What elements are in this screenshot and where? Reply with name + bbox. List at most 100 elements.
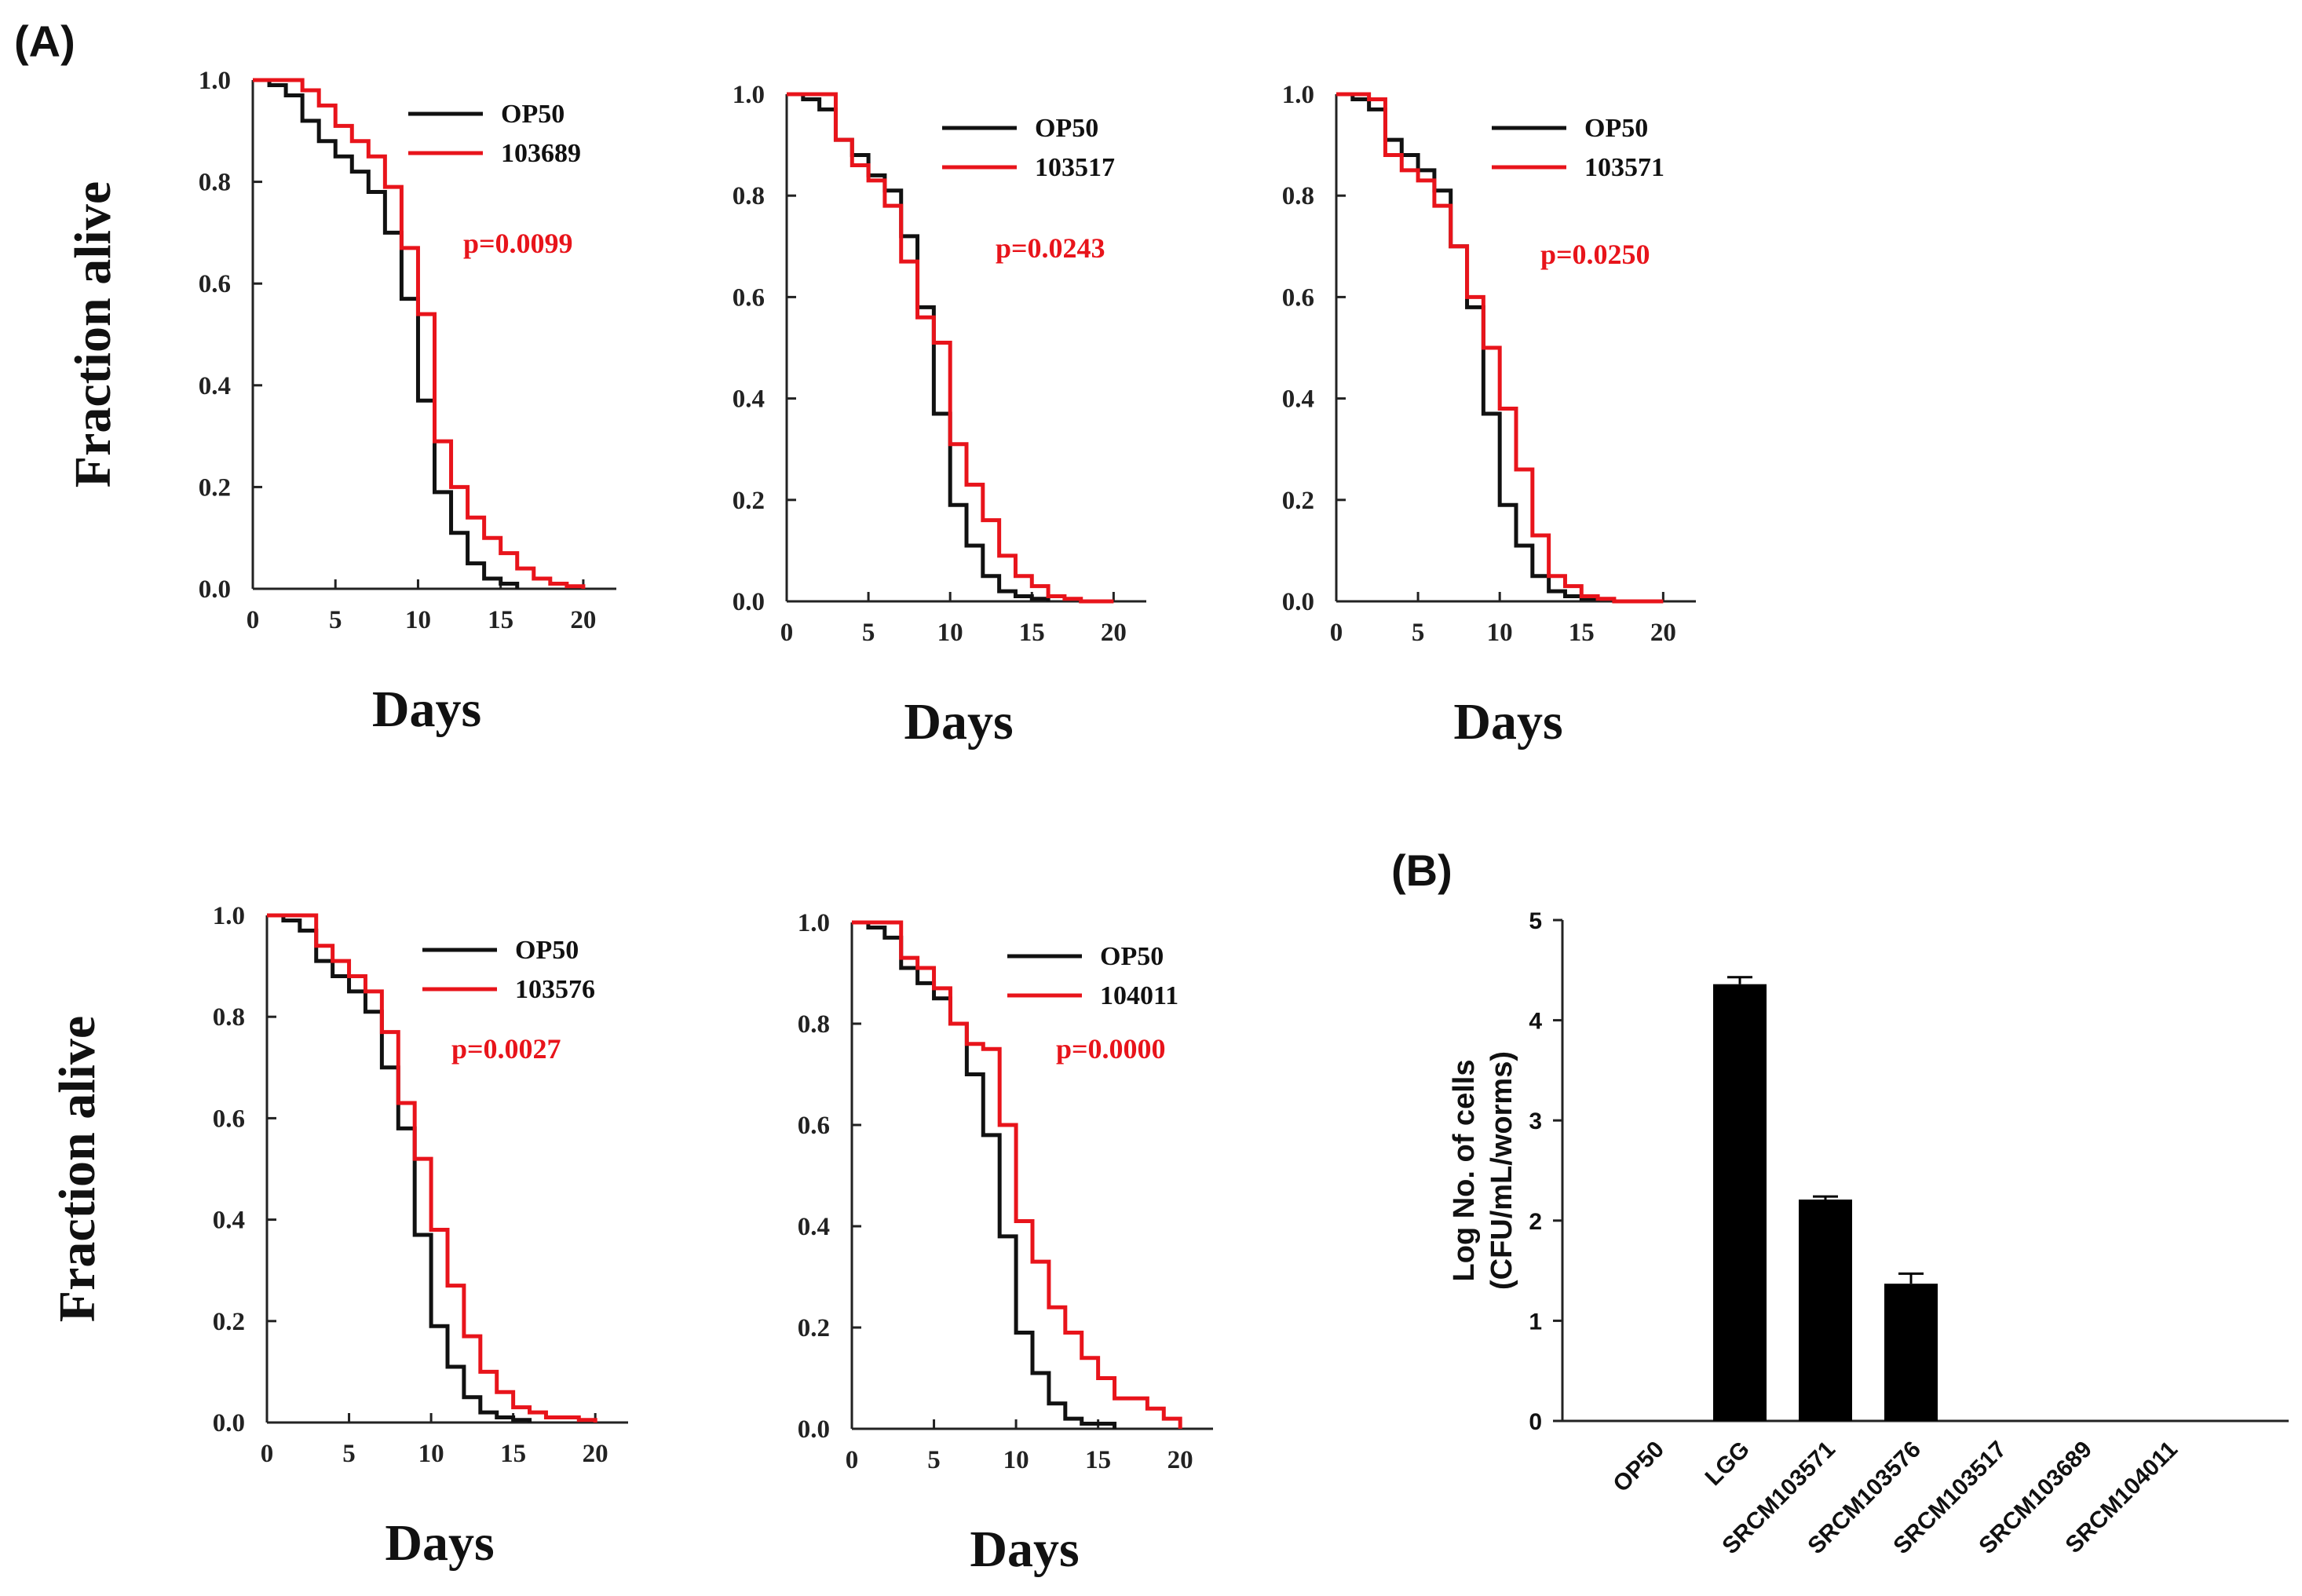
y-tick-label: 0.4 — [733, 385, 765, 414]
survival-chart-103689: 0.0 0.2 0.4 0.6 0.8 1.0 0 5 10 15 20 Days Fraction a… — [64, 67, 616, 738]
y-tick-label: 0.2 — [798, 1314, 830, 1342]
legend-label: 103571 — [1584, 153, 1664, 182]
y-tick-label: 0.0 — [199, 575, 231, 604]
p-value-annotation: p=0.0099 — [463, 228, 573, 259]
p-value-annotation: p=0.0243 — [996, 232, 1105, 264]
y-tick-label: 0.0 — [733, 588, 765, 616]
y-tick-label: 0.8 — [199, 169, 231, 197]
y-tick-label: 1.0 — [213, 902, 245, 930]
series-line-strain — [253, 78, 586, 589]
legend-label: OP50 — [1584, 114, 1648, 143]
legend-label: OP50 — [501, 100, 565, 129]
y-tick-label: 0.2 — [213, 1308, 245, 1336]
p-value-annotation: p=0.0250 — [1540, 239, 1650, 270]
x-tick-label: 0 — [780, 619, 794, 647]
x-tick-label: 20 — [570, 606, 596, 634]
p-value-annotation: p=0.0027 — [451, 1033, 561, 1065]
legend-label: 103576 — [515, 975, 595, 1004]
survival-chart-104011: 0.0 0.2 0.4 0.6 0.8 1.0 0 5 10 15 20 Days OP50 104011… — [798, 909, 1213, 1578]
bar-y-tick-label: 3 — [1529, 1108, 1542, 1134]
legend-label: OP50 — [515, 936, 579, 965]
legend-label: 104011 — [1100, 981, 1178, 1010]
x-tick-label: 5 — [927, 1446, 941, 1474]
y-tick-label: 0.0 — [1282, 588, 1314, 616]
bar-y-tick-label: 5 — [1529, 908, 1542, 934]
bar-y-tick-label: 4 — [1529, 1009, 1542, 1035]
series-line-op50 — [787, 92, 1051, 601]
bar-category-label: LGG — [1701, 1437, 1755, 1491]
survival-chart-103571: 0.0 0.2 0.4 0.6 0.8 1.0 0 5 10 15 20 Days OP50 103571… — [1282, 81, 1696, 751]
bar-y-tick-label: 2 — [1529, 1209, 1542, 1235]
y-tick-label: 0.8 — [798, 1010, 830, 1039]
x-tick-label: 20 — [1167, 1446, 1193, 1474]
y-tick-label: 0.4 — [213, 1207, 245, 1235]
x-tick-label: 15 — [1085, 1446, 1111, 1474]
x-axis-title: Days — [970, 1521, 1079, 1578]
x-axis-title: Days — [904, 693, 1013, 751]
y-axis-title: Fraction alive — [64, 181, 122, 488]
cell-count-bar-chart: 0 1 2 3 4 5 Log No. of cells (CFU/mL/worms) OP50… — [1448, 908, 2289, 1559]
series-line-strain — [787, 92, 1114, 604]
x-axis-title: Days — [1453, 693, 1562, 751]
y-tick-label: 0.4 — [1282, 385, 1314, 414]
legend-label: OP50 — [1100, 942, 1164, 971]
y-tick-label: 0.2 — [733, 487, 765, 515]
survival-chart-103576: 0.0 0.2 0.4 0.6 0.8 1.0 0 5 10 15 20 Days Fraction a… — [49, 902, 628, 1572]
y-tick-label: 0.8 — [213, 1003, 245, 1032]
panel-b-label: (B) — [1391, 845, 1452, 895]
x-tick-label: 20 — [1101, 619, 1127, 647]
series-line-op50 — [267, 913, 532, 1423]
legend-label: 103689 — [501, 139, 581, 168]
y-tick-label: 1.0 — [1282, 81, 1314, 109]
y-tick-label: 0.4 — [798, 1213, 830, 1241]
x-axis-title: Days — [372, 681, 481, 738]
bar — [1799, 1200, 1852, 1421]
series-line-op50 — [852, 920, 1117, 1429]
bar-category-label: OP50 — [1608, 1437, 1669, 1498]
series-line-strain — [267, 913, 597, 1423]
x-tick-label: 15 — [1019, 619, 1045, 647]
y-tick-label: 0.8 — [1282, 182, 1314, 210]
y-tick-label: 0.0 — [798, 1415, 830, 1444]
y-tick-label: 0.6 — [733, 283, 765, 312]
bar-y-axis-title: Log No. of cells — [1448, 1060, 1481, 1282]
x-axis-title: Days — [385, 1514, 494, 1572]
x-tick-label: 5 — [329, 606, 342, 634]
series-line-strain — [852, 920, 1182, 1429]
x-tick-label: 15 — [1569, 619, 1595, 647]
x-tick-label: 5 — [1412, 619, 1425, 647]
survival-chart-103517: 0.0 0.2 0.4 0.6 0.8 1.0 0 5 10 15 20 Days OP50 103517… — [733, 81, 1146, 751]
y-tick-label: 0.6 — [213, 1105, 245, 1133]
y-tick-label: 0.2 — [199, 473, 231, 502]
bar-y-tick-label: 1 — [1529, 1309, 1542, 1335]
y-tick-label: 0.2 — [1282, 487, 1314, 515]
x-tick-label: 5 — [862, 619, 875, 647]
y-tick-label: 0.0 — [213, 1409, 245, 1437]
x-tick-label: 20 — [583, 1440, 608, 1468]
bar-y-axis-subtitle: (CFU/mL/worms) — [1485, 1051, 1518, 1290]
legend-label: OP50 — [1035, 114, 1098, 143]
series-line-op50 — [253, 78, 520, 589]
x-tick-label: 10 — [405, 606, 431, 634]
x-tick-label: 20 — [1650, 619, 1676, 647]
y-tick-label: 0.6 — [1282, 283, 1314, 312]
y-tick-label: 0.4 — [199, 372, 231, 400]
x-tick-label: 10 — [418, 1440, 444, 1468]
y-tick-label: 0.8 — [733, 182, 765, 210]
p-value-annotation: p=0.0000 — [1056, 1033, 1166, 1065]
x-tick-label: 0 — [247, 606, 260, 634]
y-axis-title: Fraction alive — [49, 1016, 106, 1322]
panel-a-label: (A) — [14, 16, 75, 66]
y-tick-label: 1.0 — [798, 909, 830, 937]
x-tick-label: 0 — [846, 1446, 859, 1474]
x-tick-label: 10 — [1487, 619, 1513, 647]
x-tick-label: 0 — [261, 1440, 274, 1468]
x-tick-label: 15 — [500, 1440, 526, 1468]
y-tick-label: 0.6 — [199, 270, 231, 298]
bar-y-tick-label: 0 — [1529, 1409, 1542, 1435]
x-tick-label: 10 — [937, 619, 963, 647]
bar — [1884, 1284, 1938, 1421]
x-tick-label: 15 — [488, 606, 513, 634]
legend-label: 103517 — [1035, 153, 1115, 182]
